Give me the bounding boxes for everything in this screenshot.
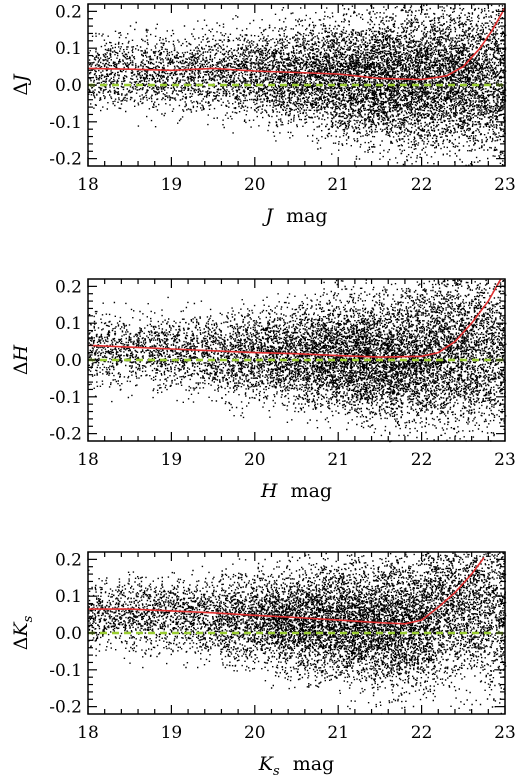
y-axis-prefix: Δ	[10, 361, 32, 375]
x-tick-label: 23	[494, 450, 516, 470]
x-tick-label: 20	[244, 450, 266, 470]
x-tick-label: 23	[494, 723, 516, 743]
y-axis-var: K	[10, 621, 32, 638]
x-axis-var: J	[261, 205, 274, 227]
x-tick-label: 21	[327, 175, 349, 195]
y-tick-label: 0.1	[55, 587, 82, 607]
x-tick-label: 22	[411, 175, 433, 195]
x-tick-label: 19	[161, 723, 183, 743]
tick-marks	[87, 552, 506, 714]
tick-marks	[87, 279, 506, 441]
scatter-point-cloud	[88, 4, 507, 168]
x-axis-unit: mag	[293, 753, 335, 775]
x-axis-var: H	[260, 480, 278, 502]
trend-line	[87, 7, 506, 81]
x-tick-labels: 18 19 20 21 22 23	[77, 723, 516, 743]
x-axis-label: Ks mag	[258, 753, 334, 776]
y-tick-labels: -0.2 -0.1 0.0 0.1 0.2	[49, 277, 82, 444]
x-axis-unit: mag	[286, 205, 328, 227]
y-tick-label: 0.0	[55, 76, 82, 96]
panel-delta-ks: 18 19 20 21 22 23 -0.2 -0.1 0.0 0.1 0.2 …	[10, 550, 516, 776]
y-tick-label: 0.2	[55, 2, 82, 22]
x-axis-unit: mag	[291, 480, 333, 502]
y-axis-label: ΔJ	[10, 73, 32, 96]
y-tick-label: 0.0	[55, 624, 82, 644]
y-tick-label: -0.2	[49, 150, 82, 170]
y-axis-label: ΔKs	[10, 615, 36, 650]
y-tick-label: 0.2	[55, 550, 82, 570]
y-axis-label: ΔH	[10, 344, 32, 375]
y-axis-sub: s	[21, 615, 36, 622]
tick-marks	[87, 4, 506, 166]
y-axis-prefix: Δ	[10, 637, 32, 651]
x-tick-label: 20	[244, 175, 266, 195]
x-axis-label: J mag	[261, 205, 327, 227]
x-tick-label: 22	[411, 450, 433, 470]
trend-line	[88, 557, 485, 625]
y-tick-label: -0.1	[49, 113, 82, 133]
x-axis-sub: s	[273, 764, 280, 776]
trend-line	[87, 278, 502, 358]
y-tick-label: -0.2	[49, 698, 82, 718]
y-tick-label: 0.0	[55, 351, 82, 371]
panel-delta-h: 18 19 20 21 22 23 -0.2 -0.1 0.0 0.1 0.2 …	[10, 277, 516, 502]
x-tick-label: 18	[77, 723, 99, 743]
y-tick-label: 0.1	[55, 314, 82, 334]
y-axis-var: H	[10, 344, 32, 362]
y-tick-labels: -0.2 -0.1 0.0 0.1 0.2	[49, 550, 82, 717]
x-tick-label: 21	[327, 450, 349, 470]
x-tick-label: 20	[244, 723, 266, 743]
y-tick-labels: -0.2 -0.1 0.0 0.1 0.2	[49, 2, 82, 169]
x-tick-labels: 18 19 20 21 22 23	[77, 175, 516, 195]
y-tick-label: -0.1	[49, 661, 82, 681]
x-axis-label: H mag	[260, 480, 332, 502]
x-tick-labels: 18 19 20 21 22 23	[77, 450, 516, 470]
x-tick-label: 23	[494, 175, 516, 195]
x-tick-label: 18	[77, 450, 99, 470]
y-axis-prefix: Δ	[10, 82, 32, 96]
y-tick-label: -0.1	[49, 388, 82, 408]
x-tick-label: 21	[327, 723, 349, 743]
y-tick-label: -0.2	[49, 425, 82, 445]
x-tick-label: 19	[161, 450, 183, 470]
y-tick-label: 0.2	[55, 277, 82, 297]
y-tick-label: 0.1	[55, 39, 82, 59]
y-axis-var: J	[10, 73, 32, 86]
panel-delta-j: 18 19 20 21 22 23 -0.2 -0.1 0.0 0.1 0.2 …	[10, 2, 516, 227]
x-tick-label: 19	[161, 175, 183, 195]
x-tick-label: 18	[77, 175, 99, 195]
x-axis-var: K	[258, 753, 275, 775]
scatter-points	[88, 4, 507, 168]
x-tick-label: 22	[411, 723, 433, 743]
